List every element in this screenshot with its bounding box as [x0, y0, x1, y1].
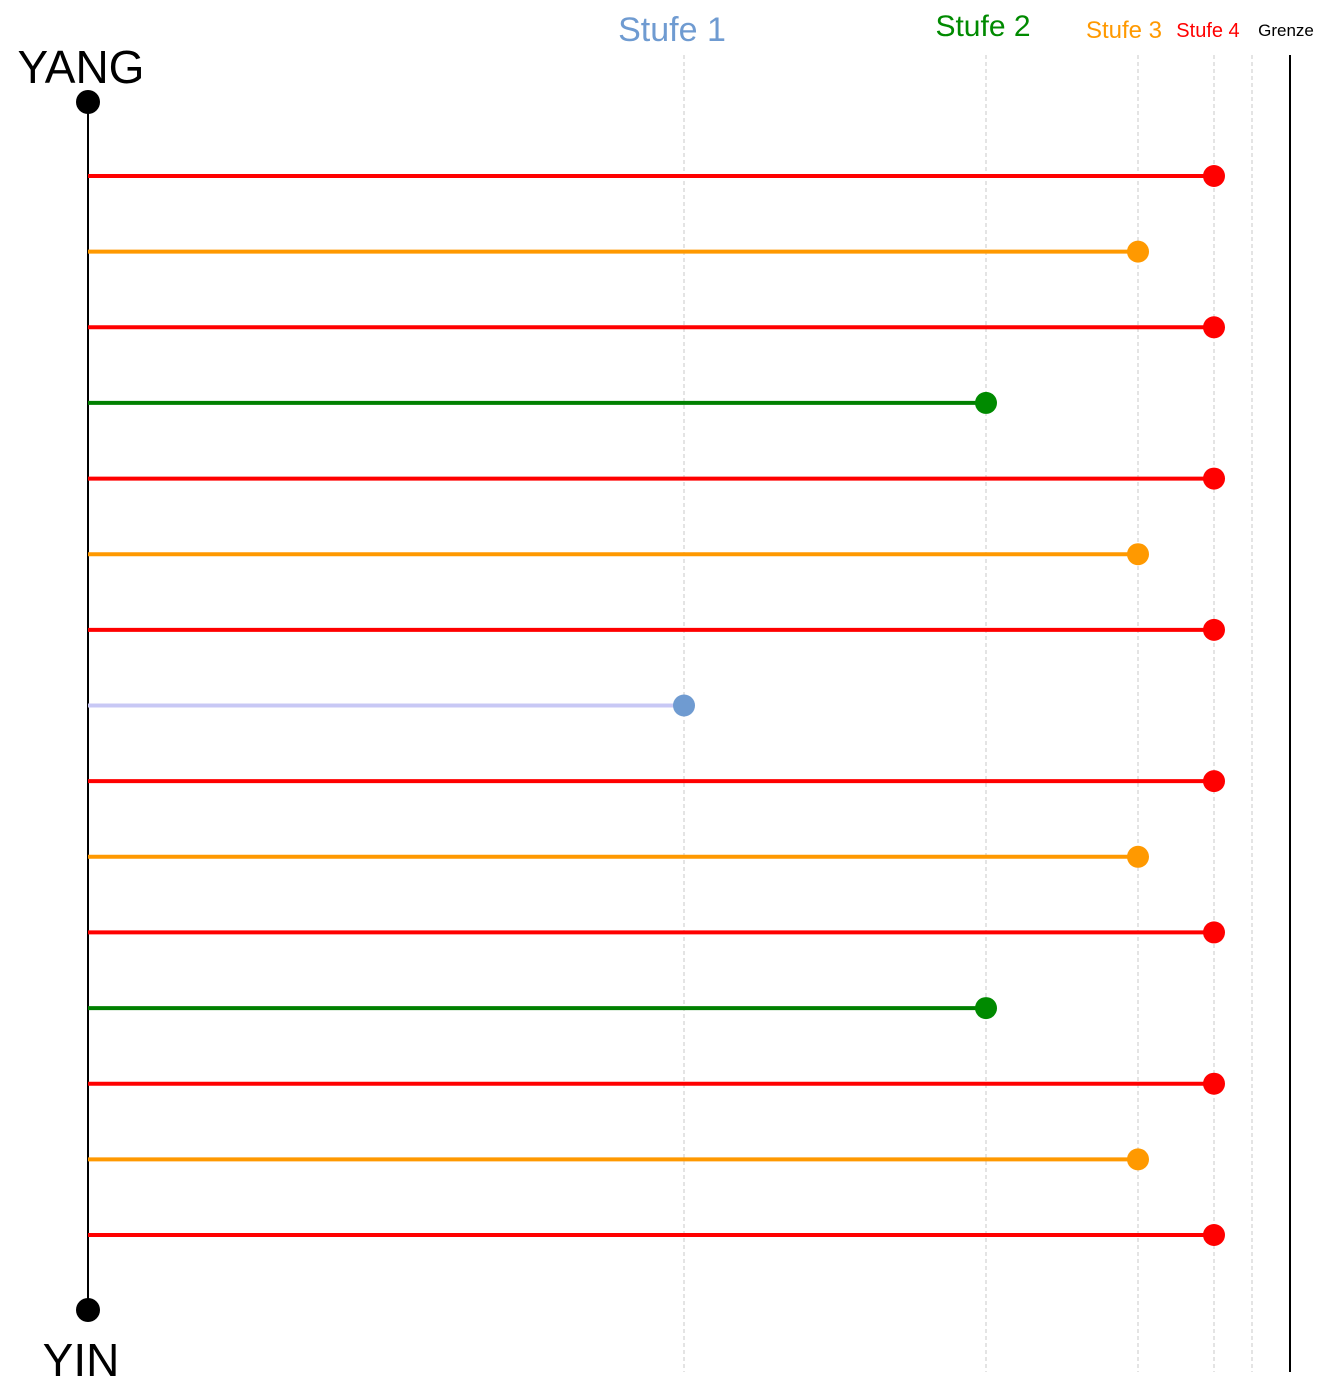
dot-2	[1127, 240, 1149, 263]
dot-13	[1203, 1072, 1225, 1095]
dot-10	[1127, 845, 1149, 868]
level-labels: Stufe 1 Stufe 2 Stufe 3 Stufe 4 Grenze	[618, 10, 1314, 49]
dot-12	[975, 997, 997, 1020]
lollipop-stems	[88, 165, 1225, 1246]
dot-9	[1203, 770, 1225, 793]
dot-7	[1203, 618, 1225, 641]
dot-3	[1203, 316, 1225, 339]
yang-endpoint	[76, 90, 100, 114]
dot-11	[1203, 921, 1225, 944]
dot-4	[975, 391, 997, 414]
dot-1	[1203, 165, 1225, 187]
level-label-3: Stufe 3	[1086, 17, 1162, 44]
dot-8	[673, 694, 695, 717]
yin-label: YIN	[43, 1334, 120, 1382]
level-label-4: Stufe 4	[1176, 20, 1239, 42]
dot-6	[1127, 543, 1149, 566]
level-label-2: Stufe 2	[935, 10, 1030, 43]
yin-endpoint	[76, 1298, 100, 1322]
yang-label: YANG	[18, 41, 145, 93]
dot-15	[1203, 1224, 1225, 1246]
level-label-5: Grenze	[1258, 21, 1314, 40]
level-label-1: Stufe 1	[618, 11, 726, 49]
dot-14	[1127, 1148, 1149, 1171]
dot-5	[1203, 467, 1225, 490]
